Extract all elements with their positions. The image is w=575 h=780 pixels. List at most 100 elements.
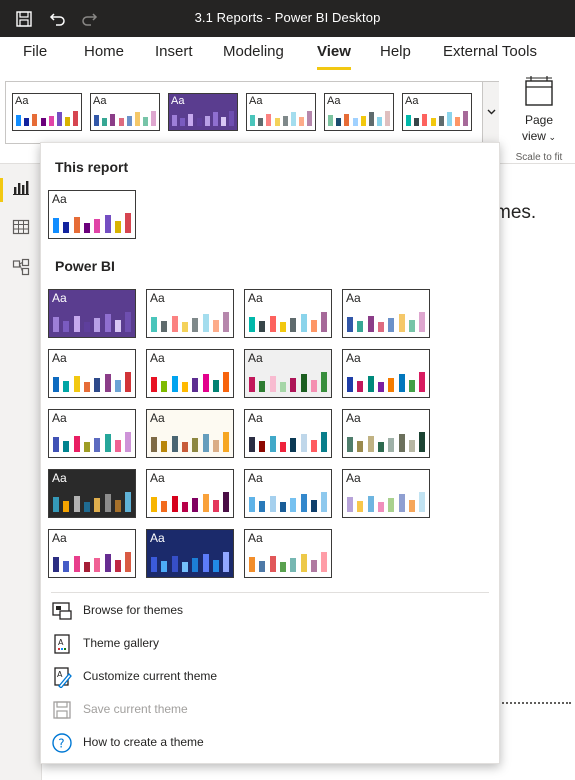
theme-swatch[interactable]: Aa xyxy=(168,93,238,131)
theme-swatch[interactable]: Aa xyxy=(342,349,430,398)
theme-swatch[interactable]: Aa xyxy=(244,529,332,578)
theme-sample-text: Aa xyxy=(346,291,361,305)
active-view-indicator xyxy=(0,178,3,202)
theme-color-bar xyxy=(192,318,199,332)
theme-swatch[interactable]: Aa xyxy=(146,409,234,458)
theme-swatch[interactable]: Aa xyxy=(146,289,234,338)
theme-swatch[interactable]: Aa xyxy=(244,349,332,398)
theme-color-bar xyxy=(104,314,111,332)
theme-color-bar xyxy=(279,382,286,392)
themes-dropdown-panel: This report Power BI Browse for themes A… xyxy=(40,142,500,764)
theme-swatch[interactable]: Aa xyxy=(48,469,136,518)
model-view-icon[interactable] xyxy=(12,258,30,276)
theme-color-bar xyxy=(102,118,108,126)
theme-swatch[interactable]: Aa xyxy=(146,469,234,518)
theme-color-bar xyxy=(151,317,157,332)
theme-color-bar xyxy=(388,438,395,452)
theme-swatch[interactable]: Aa xyxy=(146,349,234,398)
theme-color-bar xyxy=(279,442,286,452)
theme-color-bar xyxy=(290,498,297,512)
theme-color-bar xyxy=(300,494,307,512)
theme-color-bar xyxy=(299,117,305,126)
menu-label: Save current theme xyxy=(83,702,188,716)
theme-sample-text: Aa xyxy=(15,95,29,107)
theme-color-bar xyxy=(259,321,266,332)
theme-color-bar xyxy=(171,316,178,332)
theme-swatch[interactable]: Aa xyxy=(48,289,136,338)
browse-for-themes-item[interactable]: Browse for themes xyxy=(51,597,491,625)
save-current-theme-item: Save current theme xyxy=(51,696,491,724)
theme-color-bar xyxy=(94,378,101,392)
tab-view[interactable]: View xyxy=(317,43,351,70)
how-to-create-theme-item[interactable]: ? How to create a theme xyxy=(51,729,491,757)
theme-swatch[interactable]: Aa xyxy=(90,93,160,131)
theme-swatch[interactable]: Aa xyxy=(244,289,332,338)
theme-swatch[interactable]: Aa xyxy=(146,529,234,578)
tab-external-tools[interactable]: External Tools xyxy=(443,43,537,60)
theme-color-bar xyxy=(430,118,436,126)
theme-color-bar xyxy=(114,380,121,392)
theme-sample-text: Aa xyxy=(150,351,165,365)
theme-color-bar xyxy=(151,111,157,126)
theme-color-bar xyxy=(53,317,59,332)
menu-label: Browse for themes xyxy=(83,603,184,617)
theme-color-bar xyxy=(161,441,168,452)
theme-color-bar xyxy=(357,381,364,392)
theme-color-bar xyxy=(249,437,255,452)
customize-icon: A xyxy=(54,667,72,688)
theme-color-bar xyxy=(104,374,111,392)
theme-color-bar xyxy=(377,117,383,126)
theme-swatch[interactable]: Aa xyxy=(48,349,136,398)
theme-color-bar xyxy=(300,314,307,332)
theme-color-bar xyxy=(221,117,227,126)
theme-color-bar xyxy=(180,118,186,126)
theme-swatch[interactable]: Aa xyxy=(342,469,430,518)
theme-swatch[interactable]: Aa xyxy=(342,289,430,338)
theme-sample-text: Aa xyxy=(248,351,263,365)
customize-current-theme-item[interactable]: A Customize current theme xyxy=(51,663,491,691)
theme-swatch[interactable]: Aa xyxy=(244,409,332,458)
theme-swatch[interactable]: Aa xyxy=(48,409,136,458)
theme-swatch[interactable]: Aa xyxy=(48,529,136,578)
page-view-button[interactable]: Page view ⌄ xyxy=(510,74,568,164)
theme-color-bar xyxy=(269,556,276,572)
theme-swatch[interactable]: Aa xyxy=(12,93,82,131)
theme-color-bar xyxy=(196,118,202,126)
themes-dropdown-button[interactable] xyxy=(482,82,499,143)
tab-modeling[interactable]: Modeling xyxy=(223,43,284,60)
theme-color-bar xyxy=(321,432,328,452)
theme-color-bar xyxy=(73,316,80,332)
theme-color-bar xyxy=(171,376,178,392)
theme-sample-text: Aa xyxy=(150,291,165,305)
theme-color-bar xyxy=(181,322,188,332)
theme-color-bar xyxy=(63,222,70,233)
theme-sample-text: Aa xyxy=(52,192,67,206)
tab-help[interactable]: Help xyxy=(380,43,411,60)
tab-home[interactable]: Home xyxy=(84,43,125,60)
theme-color-bar xyxy=(223,492,230,512)
theme-color-bar xyxy=(63,561,70,572)
theme-swatch[interactable]: Aa xyxy=(342,409,430,458)
data-view-icon[interactable] xyxy=(12,218,30,236)
theme-swatch[interactable]: Aa xyxy=(402,93,472,131)
theme-color-bar xyxy=(73,436,80,452)
tab-file[interactable]: File xyxy=(23,43,48,60)
undo-icon[interactable] xyxy=(48,9,68,29)
save-icon[interactable] xyxy=(14,9,34,29)
theme-color-bar xyxy=(422,114,428,126)
theme-sample-text: Aa xyxy=(248,531,263,545)
redo-icon[interactable] xyxy=(79,9,99,29)
theme-sample-text: Aa xyxy=(248,411,263,425)
report-view-icon[interactable] xyxy=(12,178,30,196)
theme-sample-text: Aa xyxy=(93,95,107,107)
theme-gallery-item[interactable]: A Theme gallery xyxy=(51,630,491,658)
theme-swatch[interactable]: Aa xyxy=(324,93,394,131)
theme-color-bar xyxy=(463,111,469,126)
tab-insert[interactable]: Insert xyxy=(155,43,193,60)
theme-color-bar xyxy=(151,497,157,512)
theme-swatch[interactable]: Aa xyxy=(246,93,316,131)
view-switcher-rail xyxy=(0,164,42,780)
svg-text:?: ? xyxy=(58,737,64,751)
theme-swatch[interactable]: Aa xyxy=(244,469,332,518)
theme-swatch[interactable]: Aa xyxy=(48,190,136,239)
